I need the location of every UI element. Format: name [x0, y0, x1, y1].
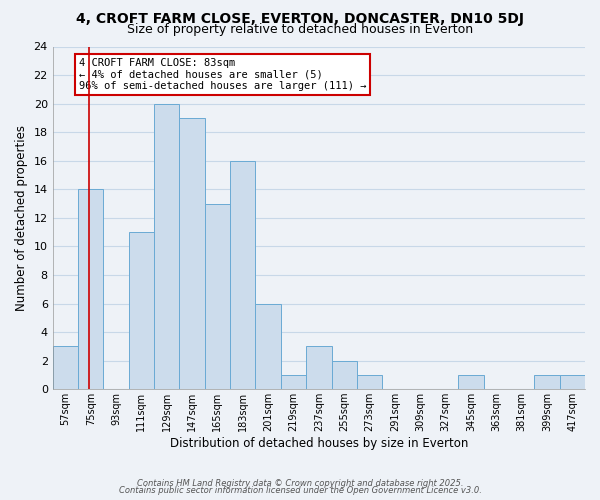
Text: Size of property relative to detached houses in Everton: Size of property relative to detached ho… — [127, 22, 473, 36]
X-axis label: Distribution of detached houses by size in Everton: Distribution of detached houses by size … — [170, 437, 468, 450]
Bar — [560, 375, 585, 389]
Text: 4, CROFT FARM CLOSE, EVERTON, DONCASTER, DN10 5DJ: 4, CROFT FARM CLOSE, EVERTON, DONCASTER,… — [76, 12, 524, 26]
Bar — [306, 346, 332, 389]
Y-axis label: Number of detached properties: Number of detached properties — [15, 125, 28, 311]
Bar — [281, 375, 306, 389]
Bar — [179, 118, 205, 389]
Bar — [256, 304, 281, 389]
Text: Contains public sector information licensed under the Open Government Licence v3: Contains public sector information licen… — [119, 486, 481, 495]
Text: Contains HM Land Registry data © Crown copyright and database right 2025.: Contains HM Land Registry data © Crown c… — [137, 478, 463, 488]
Bar — [205, 204, 230, 389]
Bar — [357, 375, 382, 389]
Bar — [154, 104, 179, 389]
Bar — [332, 360, 357, 389]
Bar — [458, 375, 484, 389]
Bar — [53, 346, 78, 389]
Text: 4 CROFT FARM CLOSE: 83sqm
← 4% of detached houses are smaller (5)
96% of semi-de: 4 CROFT FARM CLOSE: 83sqm ← 4% of detach… — [79, 58, 366, 91]
Bar — [230, 160, 256, 389]
Bar — [129, 232, 154, 389]
Bar — [78, 190, 103, 389]
Bar — [535, 375, 560, 389]
